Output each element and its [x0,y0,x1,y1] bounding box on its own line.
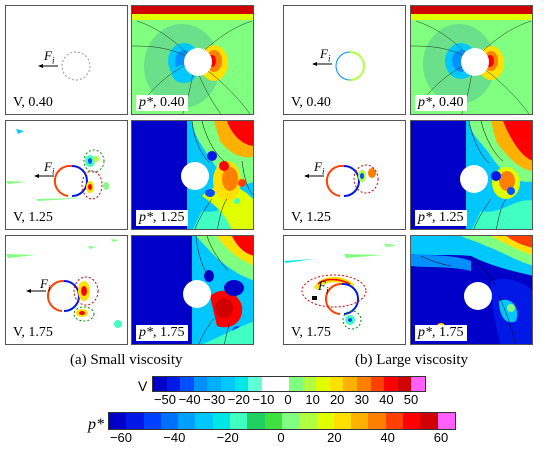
panel-label: p*, 1.25 [415,210,467,226]
caption-large-viscosity: (b) Large viscosity [355,352,469,368]
panel-b-pressure-1-75: p*, 1.75 [410,235,533,345]
pressure-field [411,121,532,229]
colorbar-tick: 60 [433,430,449,445]
colorbar-tick: −40 [163,430,186,445]
panel-a-pressure-1-25: p*, 1.25 [131,120,254,230]
panel-label: V, 0.40 [288,95,334,111]
colorbar-tick: 30 [354,392,370,407]
panel-a-pressure-1-75: p*, 1.75 [131,235,254,345]
pressure-field [132,236,253,344]
panel-label: V, 1.75 [10,325,56,341]
colorbar-pressure: p* −60 −40 −20 0 20 40 60 [0,410,550,455]
panel-label: V, 1.25 [10,210,56,226]
colorbar-pressure-label: p* [88,416,104,433]
colorbar-tick: −10 [252,392,275,407]
panel-b-pressure-1-25: p*, 1.25 [410,120,533,230]
force-label: Fi [40,276,51,294]
colorbar-tick: 0 [284,392,292,407]
panel-label: p*, 1.75 [136,325,188,341]
force-label: Fi [320,46,331,64]
colorbar-vorticity-bar [152,376,426,392]
colorbar-vorticity-label: V [138,378,148,394]
colorbar-tick: −60 [109,430,133,445]
colorbar-tick: 40 [379,392,394,407]
colorbar-tick: −40 [178,392,201,407]
colorbar-tick: −50 [153,392,177,407]
colorbar-tick: −20 [216,430,239,445]
pressure-field [132,6,253,114]
colorbar-tick: 20 [327,430,342,445]
panel-label: p*, 1.25 [136,210,188,226]
colorbar-tick: 40 [380,430,395,445]
colorbar-vorticity: V −50 −40 −30 −20 −10 0 10 20 30 40 50 [0,372,550,412]
panel-label: V, 1.25 [288,210,334,226]
colorbar-tick: 50 [403,392,419,407]
force-label: Fi [44,159,55,177]
colorbar-tick: −30 [203,392,226,407]
panel-a-pressure-0-40: p*, 0.40 [131,5,254,115]
colorbar-tick: 10 [305,392,320,407]
panel-a-vorticity-0-40: Fi V, 0.40 [5,5,128,115]
force-label: Fi [314,159,325,177]
colorbar-pressure-bar [108,412,456,430]
force-label: Fi [318,278,329,296]
colorbar-pressure-ticks: −60 −40 −20 0 20 40 60 [108,430,454,446]
force-label: Fi [44,48,55,66]
pressure-field [132,121,253,229]
panel-label: V, 0.40 [10,95,56,111]
panel-b-vorticity-1-75: Fi V, 1.75 [283,235,406,345]
colorbar-vorticity-ticks: −50 −40 −30 −20 −10 0 10 20 30 40 50 [152,392,424,408]
panel-label: p*, 0.40 [415,95,467,111]
caption-small-viscosity: (a) Small viscosity [70,352,183,368]
panel-b-pressure-0-40: p*, 0.40 [410,5,533,115]
panel-a-vorticity-1-25: Fi V, 1.25 [5,120,128,230]
panel-b-vorticity-1-25: Fi V, 1.25 [283,120,406,230]
colorbar-tick: 0 [277,430,285,445]
panel-a-vorticity-1-75: Fi V, 1.75 [5,235,128,345]
colorbar-tick: −20 [227,392,250,407]
panel-label: p*, 0.40 [136,95,188,111]
colorbar-tick: 20 [329,392,345,407]
panel-b-vorticity-0-40: Fi V, 0.40 [283,5,406,115]
panel-label: V, 1.75 [288,325,334,341]
panel-label: p*, 1.75 [415,325,467,341]
